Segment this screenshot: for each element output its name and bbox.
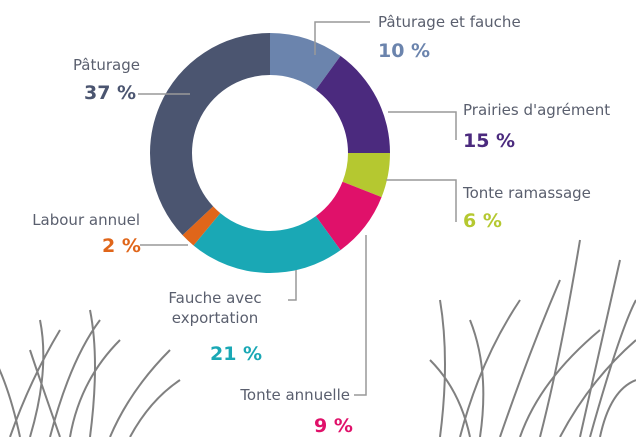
value-label: 37 % [84, 82, 137, 104]
donut-segment [315, 181, 382, 251]
leader-line [288, 270, 297, 301]
value-label: 2 % [102, 235, 141, 257]
value-label: 6 % [463, 210, 502, 232]
value-label: 9 % [314, 415, 353, 437]
leader-line [386, 179, 457, 222]
donut-segment [315, 55, 390, 153]
leader-line [354, 235, 367, 396]
donut-segment [342, 153, 390, 198]
category-label: Pâturage et fauche [378, 13, 521, 31]
donut-segment [193, 213, 341, 274]
donut-segment [149, 33, 270, 236]
value-label: 21 % [210, 343, 263, 365]
grass-decoration [0, 239, 636, 437]
donut-segment [270, 33, 341, 90]
category-label: Pâturage [72, 56, 140, 74]
category-label: Tonte ramassage [463, 184, 591, 202]
category-label: Fauche avec exportation [168, 289, 262, 327]
value-label: 15 % [463, 130, 516, 152]
leader-line [314, 21, 370, 55]
donut-segment [182, 206, 221, 246]
category-label: Prairies d'agrément [463, 101, 611, 119]
category-label: Tonte annuelle [240, 386, 350, 404]
leader-line [388, 111, 457, 140]
value-label: 10 % [378, 40, 431, 62]
category-label: Labour annuel [32, 211, 140, 229]
